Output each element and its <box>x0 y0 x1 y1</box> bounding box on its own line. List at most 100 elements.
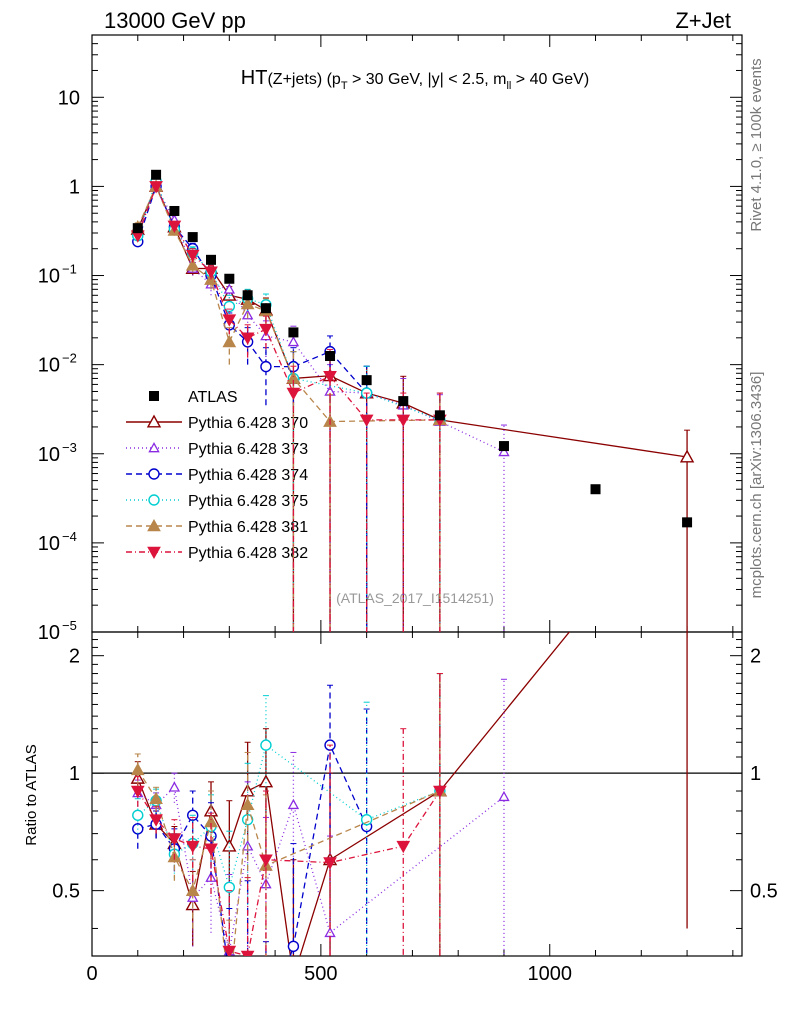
ratio-y-axis-label: Ratio to ATLAS <box>23 744 40 845</box>
ratio-point <box>498 790 510 802</box>
title-sub-ll: ll <box>506 80 511 92</box>
legend-label: Pythia 6.428 382 <box>188 545 308 562</box>
data-point <box>288 327 299 338</box>
x-tick-label: 1000 <box>527 963 572 985</box>
ratio-point <box>240 797 255 811</box>
y-tick-label: 10 <box>38 533 60 555</box>
title-rest: (Z+jets) (p <box>267 71 340 88</box>
y-tick-label-exponent: −1 <box>62 262 77 277</box>
ratio-point <box>204 843 218 856</box>
series-line <box>137 184 368 394</box>
ratio-point <box>260 739 272 751</box>
data-point <box>224 273 235 284</box>
legend-label: ATLAS <box>188 389 238 406</box>
legend-marker <box>147 546 161 560</box>
data-point <box>325 351 336 362</box>
data-point <box>260 303 271 314</box>
y-tick-label-exponent: −3 <box>62 440 77 455</box>
ratio-point <box>323 857 337 870</box>
data-point <box>498 441 509 452</box>
data-point <box>223 283 236 294</box>
ratio-point <box>433 785 447 799</box>
x-tick-label: 500 <box>304 963 337 985</box>
data-point <box>498 445 510 457</box>
data-point <box>398 396 409 407</box>
data-point <box>682 517 693 528</box>
series-line <box>137 184 440 421</box>
y-tick-label: 10 <box>38 444 60 466</box>
ratio-point <box>168 781 181 792</box>
ratio-point <box>149 814 163 827</box>
title-cut1: > 30 GeV, |y| < 2.5, m <box>348 71 507 88</box>
data-point <box>222 287 237 301</box>
y-tick-label-exponent: −4 <box>62 529 77 544</box>
ratio-point <box>258 774 274 788</box>
legend-marker <box>149 391 159 401</box>
legend-entry-5: Pythia 6.428 381 <box>126 518 308 536</box>
data-point <box>287 335 300 347</box>
y-tick-label: 10 <box>38 355 60 377</box>
data-point <box>187 232 198 243</box>
ratio-y-tick-label: 2 <box>69 646 80 668</box>
ratio-point <box>360 813 373 826</box>
data-point <box>240 296 255 310</box>
rivet-version-label: Rivet 4.1.0, ≥ 100k events <box>748 58 765 231</box>
ratio-y-tick-label: 1 <box>69 763 80 785</box>
legend-entry-atlas: ATLAS <box>149 389 238 406</box>
y-tick-label-exponent: −2 <box>62 351 77 366</box>
plot-title: HT(Z+jets) (pT > 30 GeV, |y| < 2.5, mll … <box>241 67 589 92</box>
ratio-point <box>149 791 163 805</box>
data-point <box>242 290 253 301</box>
ratio-point <box>130 762 145 776</box>
ratio-y-tick-label-right: 2 <box>750 646 761 668</box>
legend-label: Pythia 6.428 374 <box>188 467 308 484</box>
legend: ATLAS Pythia 6.428 370 Pythia 6.428 373 Pyt… <box>126 389 308 562</box>
legend-entry-1: Pythia 6.428 370 <box>126 414 308 432</box>
data-point <box>396 414 411 427</box>
ratio-point <box>245 955 251 956</box>
data-point <box>149 181 163 194</box>
legend-label: Pythia 6.428 375 <box>188 493 308 510</box>
ratio-y-tick-label-right: 1 <box>750 763 761 785</box>
ratio-y-tick-label: 0.5 <box>52 881 80 903</box>
legend-marker <box>148 468 160 480</box>
data-point <box>260 360 272 373</box>
legend-entry-3: Pythia 6.428 374 <box>126 467 308 484</box>
data-point <box>323 370 337 384</box>
main-plot-frame <box>91 34 743 633</box>
x-tick-label: 0 <box>86 963 97 985</box>
ratio-plot-area <box>130 632 688 982</box>
ratio-point <box>287 798 300 810</box>
ratio-line <box>137 790 441 956</box>
ratio-point <box>132 809 144 821</box>
ratio-point <box>287 971 299 982</box>
ratio-line <box>137 744 441 890</box>
data-point <box>361 375 372 386</box>
y-tick-label: 10 <box>38 266 60 288</box>
ratio-point <box>240 950 255 956</box>
data-point <box>185 249 200 263</box>
data-point <box>206 254 217 265</box>
ratio-point <box>287 940 300 953</box>
data-point <box>222 334 237 348</box>
title-sub-t: T <box>341 80 348 92</box>
y-tick-label: 1 <box>69 176 80 198</box>
legend-marker <box>147 518 161 532</box>
legend-marker <box>148 494 160 506</box>
ratio-point <box>222 945 237 956</box>
y-tick-label: 10 <box>38 622 60 644</box>
legend-label: Pythia 6.428 381 <box>188 519 308 536</box>
data-point <box>185 258 200 271</box>
data-point <box>359 414 374 427</box>
ratio-y-tick-label-right: 0.5 <box>750 881 778 903</box>
ratio-point <box>185 883 200 896</box>
ratio-point <box>223 881 236 893</box>
data-point <box>434 410 445 421</box>
data-point <box>204 266 218 279</box>
main-plot-area <box>130 169 695 632</box>
energy-label: 13000 GeV pp <box>104 8 246 33</box>
ratio-point <box>224 972 234 982</box>
data-point <box>167 220 182 233</box>
legend-entry-2: Pythia 6.428 373 <box>126 441 308 458</box>
